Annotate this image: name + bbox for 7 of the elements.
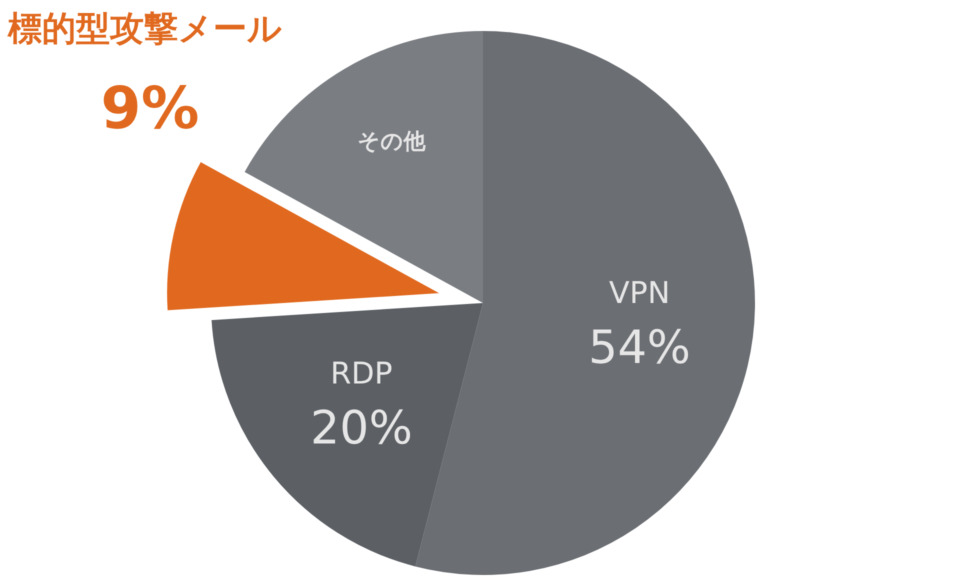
slice-label: その他	[358, 129, 427, 154]
data-label: 54%	[588, 320, 691, 374]
slice-label: RDP	[330, 356, 392, 392]
data-label: 9%	[100, 74, 200, 142]
slice-label: VPN	[608, 276, 670, 311]
data-label: 20%	[310, 400, 413, 455]
slice-label: 標的型攻撃メール	[7, 9, 282, 49]
